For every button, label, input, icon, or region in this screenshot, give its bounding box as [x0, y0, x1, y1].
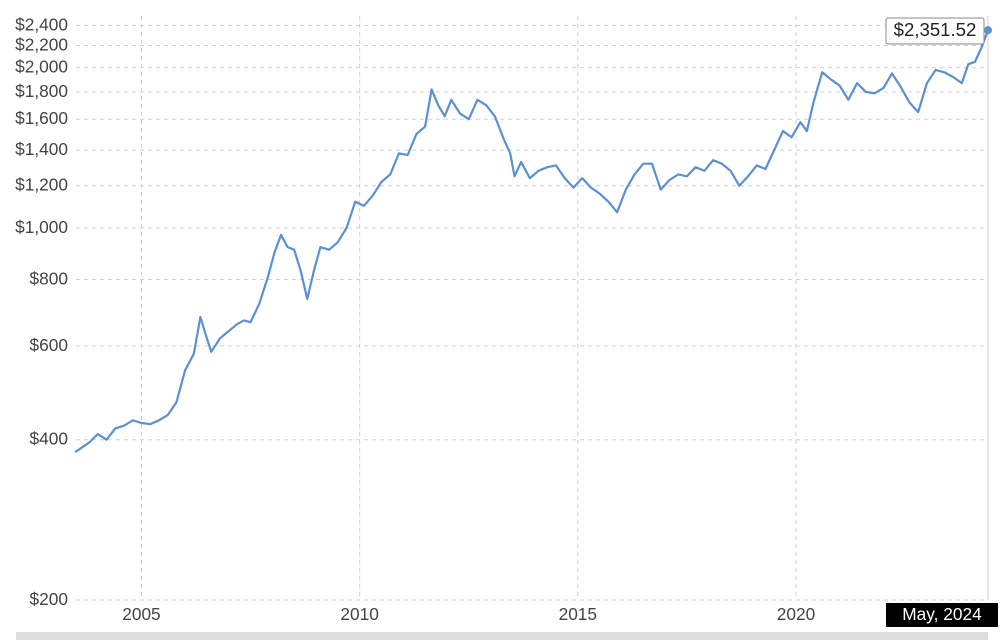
x-current-flag-text: May, 2024 [902, 604, 982, 624]
y-tick-label: $1,400 [15, 139, 68, 159]
y-tick-label: $1,200 [15, 175, 68, 195]
x-tick-label: 2010 [340, 604, 378, 624]
y-tick-label: $200 [30, 589, 68, 609]
x-tick-label: 2005 [122, 604, 160, 624]
range-scrubber[interactable] [16, 632, 988, 640]
y-tick-label: $1,000 [15, 217, 68, 237]
y-tick-label: $2,400 [15, 14, 68, 34]
chart-canvas[interactable]: $200 $400 $600 $800 $1,000 $1,200 $1,400 $1,600… [0, 0, 1000, 640]
y-tick-label: $400 [30, 429, 68, 449]
series-end-marker [984, 26, 992, 34]
x-tick-label: 2015 [559, 604, 597, 624]
y-tick-label: $600 [30, 335, 68, 355]
y-tick-label: $800 [30, 268, 68, 288]
y-tick-label: $1,800 [15, 81, 68, 101]
y-tick-label: $2,200 [15, 35, 68, 55]
x-tick-label: 2020 [777, 604, 815, 624]
price-callout-text: $2,351.52 [894, 19, 977, 40]
y-tick-label: $1,600 [15, 108, 68, 128]
price-chart: $200 $400 $600 $800 $1,000 $1,200 $1,400 $1,600… [0, 0, 1000, 640]
y-tick-label: $2,000 [15, 57, 68, 77]
